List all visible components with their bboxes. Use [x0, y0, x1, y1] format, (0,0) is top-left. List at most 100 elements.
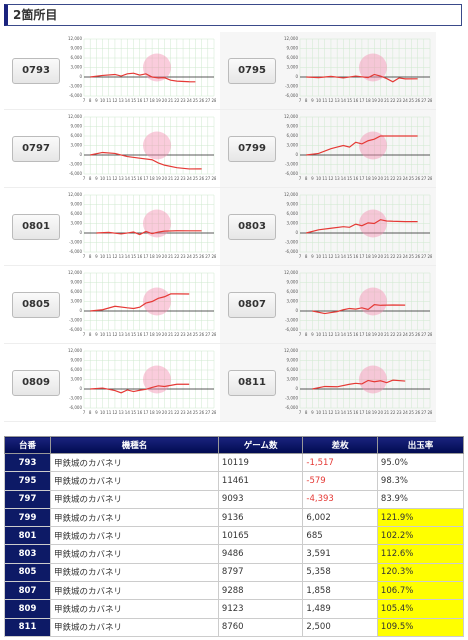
y-tick-label: -6,000 — [69, 171, 82, 176]
x-tick-label: 12 — [112, 254, 118, 259]
table-row: 809 甲鉄城のカバネリ 9123 1,489 105.4% — [3, 599, 465, 619]
x-tick-label: 23 — [181, 98, 187, 103]
watermark — [143, 131, 171, 160]
x-tick-label: 9 — [95, 332, 98, 337]
x-tick-label: 15 — [131, 254, 137, 259]
x-tick-label: 8 — [305, 410, 308, 415]
table-cell: 甲鉄城のカバネリ — [50, 471, 219, 491]
x-tick-label: 27 — [205, 410, 211, 415]
table-cell: 甲鉄城のカバネリ — [50, 617, 219, 637]
table-cell: 1,489 — [302, 599, 378, 619]
data-line — [90, 151, 202, 170]
y-tick-label: 12,000 — [284, 348, 298, 353]
table-cell: 9288 — [217, 581, 304, 601]
x-tick-label: 28 — [211, 98, 216, 103]
x-tick-label: 18 — [150, 410, 156, 415]
x-tick-label: 17 — [143, 176, 149, 181]
x-tick-label: 27 — [421, 332, 427, 337]
y-tick-label: 12,000 — [284, 36, 298, 41]
table-cell: 793 — [3, 452, 52, 473]
x-tick-label: 23 — [397, 410, 403, 415]
x-tick-label: 11 — [106, 98, 112, 103]
x-tick-label: 11 — [322, 410, 328, 415]
x-tick-label: 9 — [95, 98, 98, 103]
x-tick-label: 22 — [174, 332, 180, 337]
x-tick-label: 25 — [409, 176, 415, 181]
x-tick-label: 17 — [359, 98, 365, 103]
x-tick-label: 25 — [193, 98, 199, 103]
x-tick-label: 11 — [106, 254, 112, 259]
watermark — [359, 365, 387, 394]
x-tick-label: 22 — [390, 98, 396, 103]
x-tick-label: 7 — [299, 254, 302, 259]
x-tick-label: 19 — [156, 410, 162, 415]
table-cell: 799 — [3, 507, 52, 528]
table-cell: 甲鉄城のカバネリ — [50, 452, 219, 473]
x-tick-label: 28 — [211, 176, 216, 181]
table-cell: 803 — [3, 544, 52, 564]
table-cell: 795 — [3, 471, 52, 491]
x-tick-label: 16 — [353, 254, 359, 259]
table-cell: 121.9% — [376, 507, 465, 528]
x-tick-label: 11 — [322, 98, 328, 103]
watermark — [143, 287, 171, 316]
y-tick-label: 12,000 — [68, 270, 82, 275]
x-tick-label: 20 — [378, 254, 384, 259]
table-cell: 甲鉄城のカバネリ — [50, 507, 219, 528]
y-tick-label: 6,000 — [287, 55, 299, 60]
x-tick-label: 20 — [162, 410, 168, 415]
table-cell: 95.0% — [376, 452, 465, 473]
chart-cell: 0807 7 8 9 10 11 12 13 14 15 16 17 18 19 20 21 22 23 24 25 2… — [220, 266, 436, 344]
x-tick-label: 26 — [199, 98, 205, 103]
y-tick-label: 6,000 — [71, 55, 83, 60]
table-cell: 10165 — [217, 526, 304, 546]
x-tick-label: 16 — [353, 176, 359, 181]
x-tick-label: 22 — [390, 332, 396, 337]
y-tick-label: 9,000 — [71, 124, 83, 129]
x-tick-label: 19 — [372, 410, 378, 415]
table-cell: 106.7% — [376, 581, 465, 601]
table-cell: 9093 — [217, 489, 304, 509]
x-tick-label: 17 — [143, 98, 149, 103]
chart-cell: 0809 7 8 9 10 11 12 13 14 15 16 17 18 19 20 21 22 23 24 25 2… — [4, 344, 220, 422]
x-tick-label: 17 — [143, 254, 149, 259]
y-tick-label: -6,000 — [285, 249, 298, 254]
x-tick-label: 24 — [187, 254, 193, 259]
y-tick-label: 12,000 — [284, 192, 298, 197]
column-header: 機種名 — [50, 436, 219, 454]
y-tick-label: 3,000 — [71, 221, 83, 226]
x-tick-label: 12 — [112, 176, 118, 181]
y-tick-label: 9,000 — [71, 46, 83, 51]
y-tick-label: -3,000 — [69, 162, 82, 167]
x-tick-label: 21 — [384, 176, 390, 181]
x-tick-label: 9 — [311, 254, 314, 259]
x-tick-label: 12 — [328, 254, 334, 259]
x-tick-label: 27 — [421, 410, 427, 415]
watermark — [359, 287, 387, 316]
x-tick-label: 7 — [83, 254, 86, 259]
table-row: 795 甲鉄城のカバネリ 11461 -579 98.3% — [3, 471, 465, 491]
table-cell: 5,358 — [302, 562, 378, 583]
x-tick-label: 11 — [322, 332, 328, 337]
x-tick-label: 8 — [89, 410, 92, 415]
x-tick-label: 12 — [328, 410, 334, 415]
x-tick-label: 14 — [125, 98, 131, 103]
y-tick-label: -6,000 — [285, 327, 298, 332]
chart-cell: 0801 7 8 9 10 11 12 13 14 15 16 17 18 19 20 21 22 23 24 25 2… — [4, 188, 220, 266]
y-tick-label: -6,000 — [285, 93, 298, 98]
x-tick-label: 18 — [150, 254, 156, 259]
y-tick-label: 9,000 — [287, 124, 299, 129]
x-tick-label: 19 — [372, 176, 378, 181]
y-tick-label: 3,000 — [287, 65, 299, 70]
y-tick-label: 0 — [295, 152, 298, 157]
table-row: 807 甲鉄城のカバネリ 9288 1,858 106.7% — [3, 581, 465, 601]
x-tick-label: 25 — [409, 410, 415, 415]
x-tick-label: 13 — [335, 254, 341, 259]
x-tick-label: 25 — [193, 410, 199, 415]
watermark — [359, 131, 387, 160]
y-tick-label: 12,000 — [284, 270, 298, 275]
x-tick-label: 11 — [106, 332, 112, 337]
x-tick-label: 16 — [137, 410, 143, 415]
x-tick-label: 8 — [305, 254, 308, 259]
y-tick-label: 0 — [79, 74, 82, 79]
